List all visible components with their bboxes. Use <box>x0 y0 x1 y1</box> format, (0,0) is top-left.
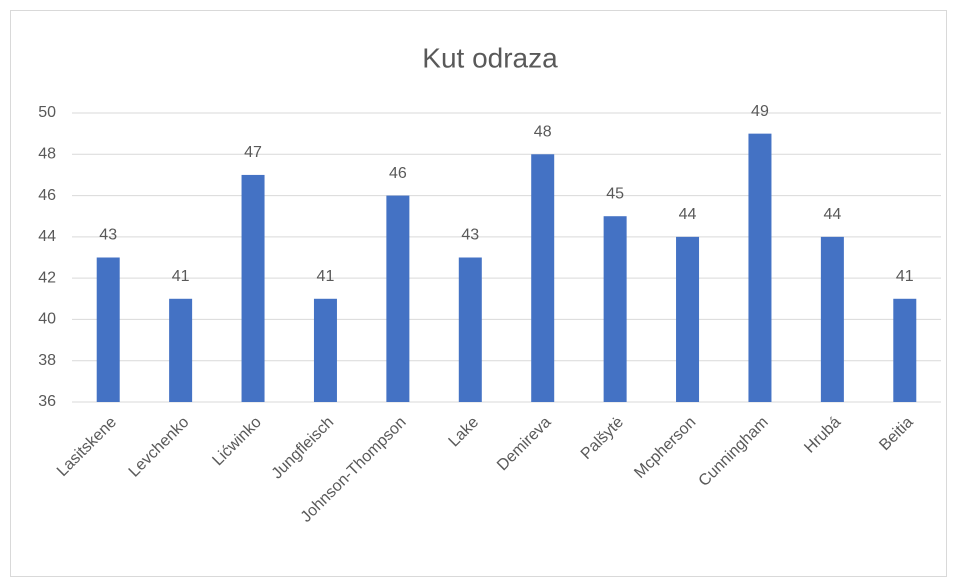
bar <box>531 154 555 402</box>
data-label: 43 <box>461 227 479 244</box>
data-label: 46 <box>389 165 407 182</box>
bar <box>313 298 337 402</box>
bar <box>458 257 482 402</box>
bar <box>169 298 193 402</box>
bar <box>241 174 265 402</box>
data-label: 48 <box>534 124 552 141</box>
bar <box>893 298 917 402</box>
data-label: 41 <box>896 268 914 285</box>
data-label: 47 <box>244 144 262 161</box>
y-tick-label: 40 <box>38 311 56 328</box>
y-tick-label: 38 <box>38 352 56 369</box>
bar <box>676 236 700 402</box>
bar <box>603 216 627 402</box>
data-label: 44 <box>823 206 841 223</box>
bar <box>96 257 120 402</box>
data-label: 49 <box>751 103 769 120</box>
bar <box>748 133 772 402</box>
y-tick-label: 36 <box>38 393 56 410</box>
data-label: 45 <box>606 185 624 202</box>
y-tick-label: 42 <box>38 269 56 286</box>
bar <box>386 195 410 402</box>
y-tick-label: 48 <box>38 146 56 163</box>
data-label: 43 <box>99 227 117 244</box>
y-tick-label: 50 <box>38 104 56 121</box>
data-label: 44 <box>679 206 697 223</box>
data-label: 41 <box>172 268 190 285</box>
chart-title: Kut odraza <box>422 42 558 73</box>
bar <box>820 236 844 402</box>
y-tick-label: 44 <box>38 228 56 245</box>
data-label: 41 <box>317 268 335 285</box>
y-tick-label: 46 <box>38 187 56 204</box>
